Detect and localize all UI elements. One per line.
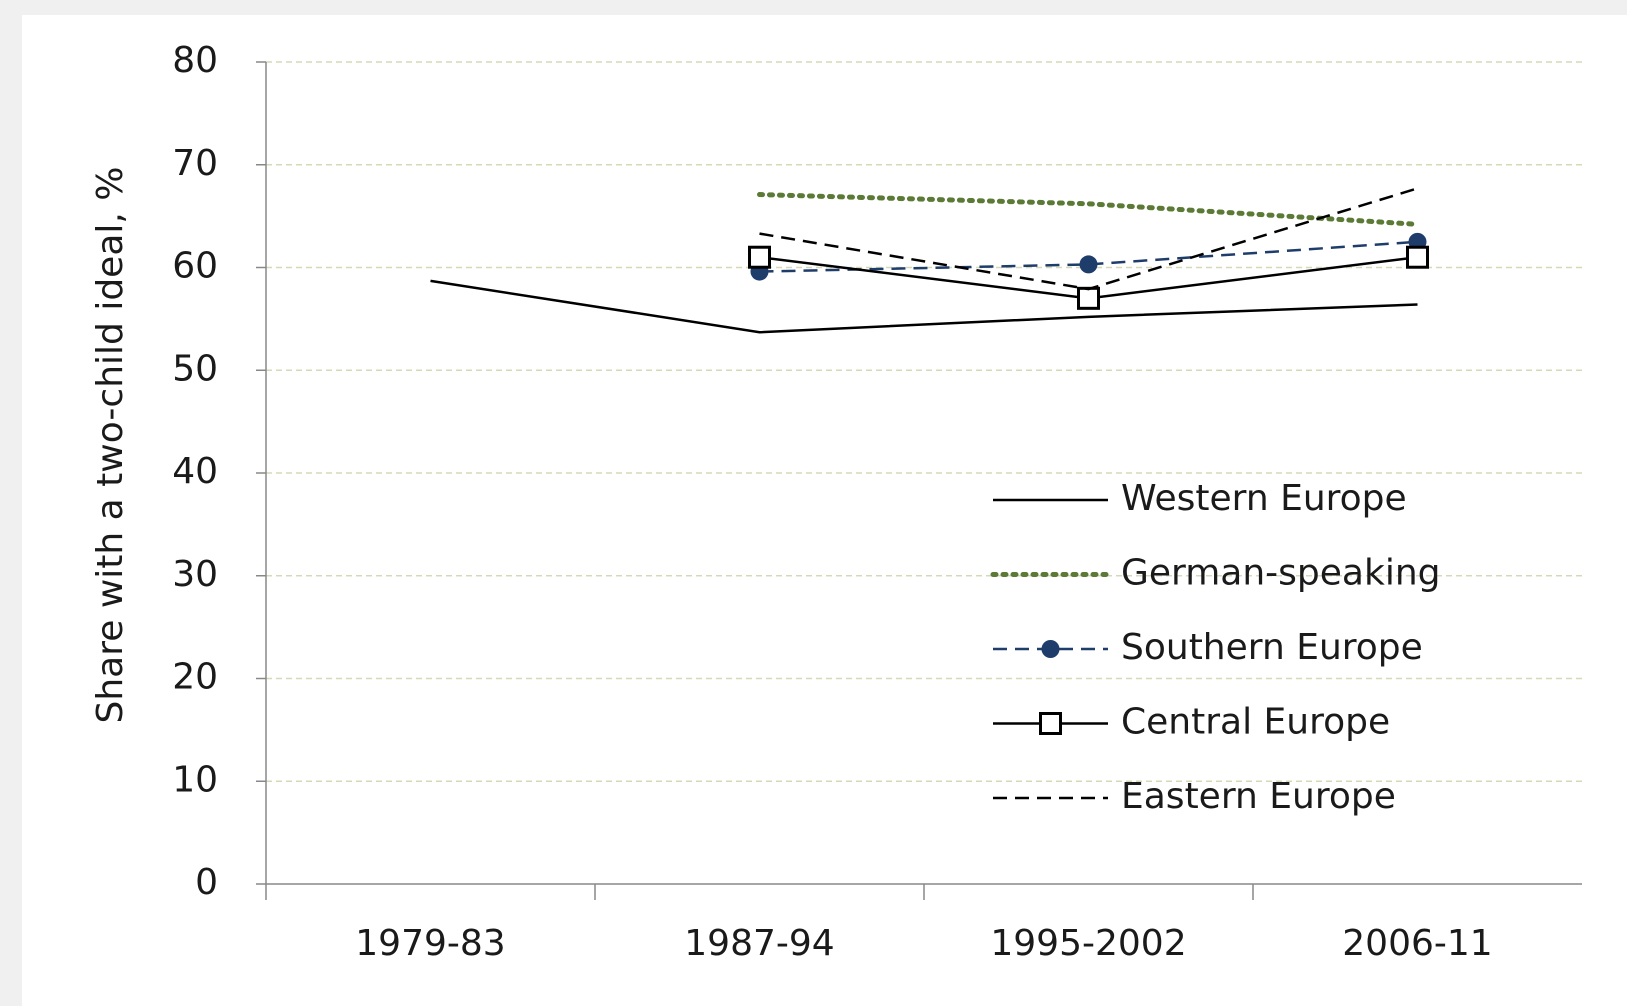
x-tick-label: 1979-83 — [355, 923, 505, 964]
y-tick-label: 40 — [172, 451, 218, 492]
y-tick-label: 20 — [172, 657, 218, 698]
y-tick-label: 80 — [172, 40, 218, 81]
series-line — [430, 279, 1418, 334]
y-tick-label: 30 — [172, 554, 218, 595]
y-tick-label: 70 — [172, 143, 218, 184]
legend-marker — [1039, 712, 1062, 735]
plot-panel — [22, 15, 1627, 1006]
y-tick-label: 60 — [172, 246, 218, 287]
legend-label: Southern Europe — [1121, 627, 1423, 668]
point-marker — [1077, 286, 1100, 310]
point-marker — [748, 245, 771, 269]
legend-label: Central Europe — [1121, 702, 1390, 743]
x-tick-label: 2006-11 — [1342, 923, 1492, 964]
legend-label: Eastern Europe — [1121, 776, 1396, 817]
series-line — [757, 192, 1420, 227]
y-tick-label: 10 — [172, 759, 218, 800]
legend-label: Western Europe — [1121, 478, 1407, 519]
y-tick-label: 50 — [172, 348, 218, 389]
legend-marker — [1041, 640, 1060, 658]
x-tick-label: 1995-2002 — [990, 923, 1186, 964]
x-tick-label: 1987-94 — [684, 923, 834, 964]
y-tick-label: 0 — [195, 862, 218, 903]
series-line — [759, 187, 1418, 291]
y-axis-label: Share with a two-child ideal, % — [90, 167, 131, 724]
legend-label: German-speaking — [1121, 553, 1440, 594]
point-marker — [1406, 245, 1429, 269]
point-marker — [1079, 255, 1098, 274]
